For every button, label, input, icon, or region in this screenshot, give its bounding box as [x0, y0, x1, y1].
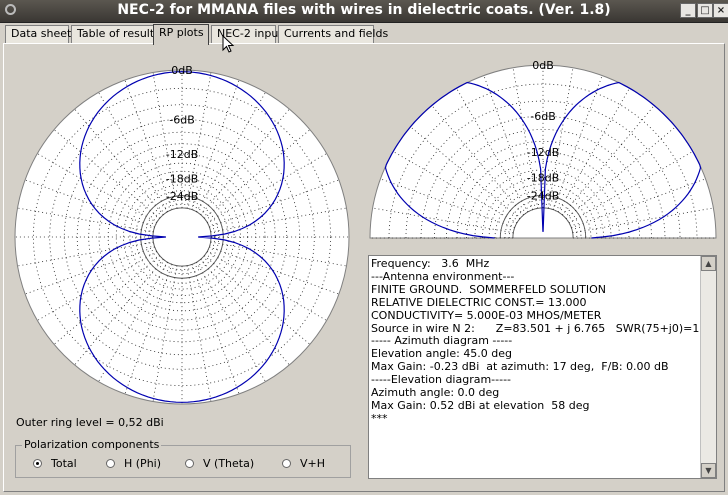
app-icon[interactable]: [5, 4, 16, 15]
info-line: FINITE GROUND. SOMMERFELD SOLUTION: [371, 282, 606, 296]
info-line: CONDUCTIVITY= 5.000E-03 MHOS/METER: [371, 308, 602, 322]
info-line: Max Gain: -0.23 dBi at azimuth: 17 deg, …: [371, 360, 669, 374]
info-line: Elevation angle: 45.0 deg: [371, 347, 513, 361]
tab-currents-and-fields[interactable]: Currents and fields: [278, 25, 388, 43]
info-line: Source in wire N 2: Z=83.501 + j 6.765 S…: [371, 321, 717, 335]
title-bar: NEC-2 for MMANA files with wires in diel…: [0, 0, 728, 23]
info-line: ***: [371, 411, 388, 425]
radio-label: V+H: [300, 457, 326, 470]
info-line: Azimuth angle: 0.0 deg: [371, 386, 500, 400]
radio-dot-icon[interactable]: [185, 459, 194, 468]
info-line: -----Elevation diagram-----: [371, 373, 512, 387]
vertical-scrollbar[interactable]: ▲ ▼: [700, 256, 716, 478]
info-line: ----- Azimuth diagram -----: [371, 334, 513, 348]
radio-dot-icon[interactable]: [106, 459, 115, 468]
results-text: Frequency: 3.6 MHz ---Antenna environmen…: [371, 257, 717, 426]
close-button[interactable]: ×: [713, 3, 728, 18]
polarization-legend: Polarization components: [22, 438, 162, 451]
minimize-button[interactable]: _: [680, 3, 696, 18]
radio-label: V (Theta): [203, 457, 255, 470]
info-line: RELATIVE DIELECTRIC CONST.= 13.000: [371, 295, 587, 309]
tab-page: [3, 43, 725, 492]
radio-total[interactable]: Total: [33, 457, 77, 470]
tab-nec2-input[interactable]: NEC-2 input: [211, 25, 283, 43]
radio-label: H (Phi): [124, 457, 162, 470]
window-title: NEC-2 for MMANA files with wires in diel…: [117, 2, 611, 18]
tab-rp-plots[interactable]: RP plots: [153, 24, 209, 45]
outer-ring-level: Outer ring level = 0,52 dBi: [16, 416, 164, 429]
polarization-group: Polarization components Total H (Phi) V …: [15, 438, 351, 478]
info-line: Frequency: 3.6 MHz: [371, 257, 490, 270]
mouse-pointer-icon: [222, 35, 235, 53]
radio-dot-icon[interactable]: [33, 459, 42, 468]
scroll-up-icon[interactable]: ▲: [701, 256, 716, 271]
radio-v-plus-h[interactable]: V+H: [282, 457, 325, 470]
tab-table-of-results[interactable]: Table of results: [71, 25, 160, 43]
scroll-down-icon[interactable]: ▼: [701, 463, 716, 478]
results-text-box[interactable]: Frequency: 3.6 MHz ---Antenna environmen…: [368, 255, 717, 479]
radio-h-phi[interactable]: H (Phi): [106, 457, 161, 470]
info-line: Max Gain: 0.52 dBi at elevation 58 deg: [371, 398, 590, 412]
radio-label: Total: [51, 457, 77, 470]
tab-data-sheet[interactable]: Data sheet: [5, 25, 71, 43]
info-line: ---Antenna environment---: [371, 269, 515, 283]
radio-dot-icon[interactable]: [282, 459, 291, 468]
radio-v-theta[interactable]: V (Theta): [185, 457, 254, 470]
maximize-button[interactable]: □: [697, 3, 713, 18]
